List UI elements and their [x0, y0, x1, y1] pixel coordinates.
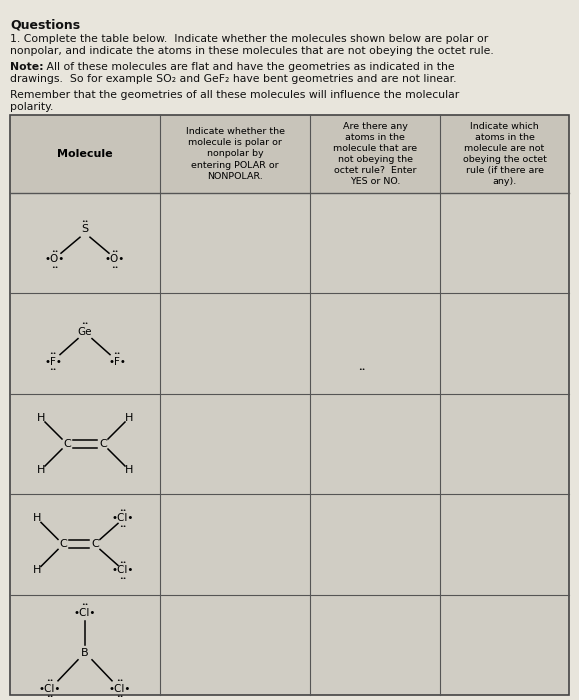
- Text: nonpolar, and indicate the atoms in these molecules that are not obeying the oct: nonpolar, and indicate the atoms in thes…: [10, 46, 494, 56]
- Text: •F•: •F•: [44, 356, 62, 367]
- Text: C: C: [63, 439, 71, 449]
- FancyBboxPatch shape: [10, 293, 569, 394]
- Text: C: C: [99, 439, 107, 449]
- Text: Note:: Note:: [10, 62, 43, 72]
- Text: •Cl•: •Cl•: [112, 513, 134, 524]
- Text: ••: ••: [81, 218, 89, 224]
- Text: ••: ••: [52, 265, 58, 270]
- Text: H: H: [125, 413, 133, 423]
- Text: drawings.  So for example SO₂ and GeF₂ have bent geometries and are not linear.: drawings. So for example SO₂ and GeF₂ ha…: [10, 74, 456, 84]
- Text: ••: ••: [358, 367, 365, 372]
- Text: ••: ••: [52, 248, 58, 253]
- Text: Are there any
atoms in the
molecule that are
not obeying the
octet rule?  Enter
: Are there any atoms in the molecule that…: [333, 122, 417, 186]
- Text: ••: ••: [113, 351, 121, 356]
- FancyBboxPatch shape: [10, 594, 569, 695]
- Text: C: C: [91, 540, 99, 550]
- Text: ••: ••: [119, 524, 127, 529]
- Text: Ge: Ge: [78, 327, 92, 337]
- Text: H: H: [33, 513, 41, 524]
- Text: ••: ••: [116, 678, 124, 683]
- Text: •O•: •O•: [45, 254, 65, 264]
- Text: ••: ••: [46, 678, 54, 683]
- Text: S: S: [82, 224, 89, 234]
- Text: •Cl•: •Cl•: [112, 566, 134, 575]
- Text: H: H: [33, 566, 41, 575]
- FancyBboxPatch shape: [10, 115, 569, 193]
- Text: Questions: Questions: [10, 18, 80, 31]
- Text: ••: ••: [111, 248, 119, 253]
- Text: •Cl•: •Cl•: [74, 608, 96, 618]
- Text: H: H: [37, 465, 45, 475]
- FancyBboxPatch shape: [10, 394, 569, 494]
- Text: ••: ••: [49, 351, 57, 356]
- Text: H: H: [125, 465, 133, 475]
- Text: 1. Complete the table below.  Indicate whether the molecules shown below are pol: 1. Complete the table below. Indicate wh…: [10, 34, 488, 44]
- Text: ••: ••: [81, 321, 89, 326]
- FancyBboxPatch shape: [10, 494, 569, 594]
- Text: C: C: [59, 540, 67, 550]
- Text: polarity.: polarity.: [10, 102, 53, 112]
- Text: ••: ••: [49, 367, 57, 372]
- Text: Molecule: Molecule: [57, 149, 113, 159]
- Text: •F•: •F•: [108, 356, 126, 367]
- Text: ••: ••: [46, 694, 54, 699]
- FancyBboxPatch shape: [10, 193, 569, 293]
- Text: Remember that the geometries of all these molecules will influence the molecular: Remember that the geometries of all thes…: [10, 90, 459, 100]
- Text: ••: ••: [119, 508, 127, 513]
- Text: ••: ••: [111, 265, 119, 270]
- Text: ••: ••: [116, 694, 124, 699]
- Text: •Cl•: •Cl•: [39, 684, 61, 694]
- Text: All of these molecules are flat and have the geometries as indicated in the: All of these molecules are flat and have…: [43, 62, 455, 72]
- Text: B: B: [81, 648, 89, 658]
- Text: •O•: •O•: [105, 254, 125, 264]
- Text: ••: ••: [81, 602, 89, 608]
- Text: •Cl•: •Cl•: [109, 684, 131, 694]
- Text: ••: ••: [119, 560, 127, 565]
- Text: ••: ••: [119, 576, 127, 581]
- Text: Indicate whether the
molecule is polar or
nonpolar by
entering POLAR or
NONPOLAR: Indicate whether the molecule is polar o…: [185, 127, 284, 181]
- Bar: [10, 115, 569, 695]
- Text: H: H: [37, 413, 45, 423]
- Text: Indicate which
atoms in the
molecule are not
obeying the octet
rule (if there ar: Indicate which atoms in the molecule are…: [463, 122, 547, 186]
